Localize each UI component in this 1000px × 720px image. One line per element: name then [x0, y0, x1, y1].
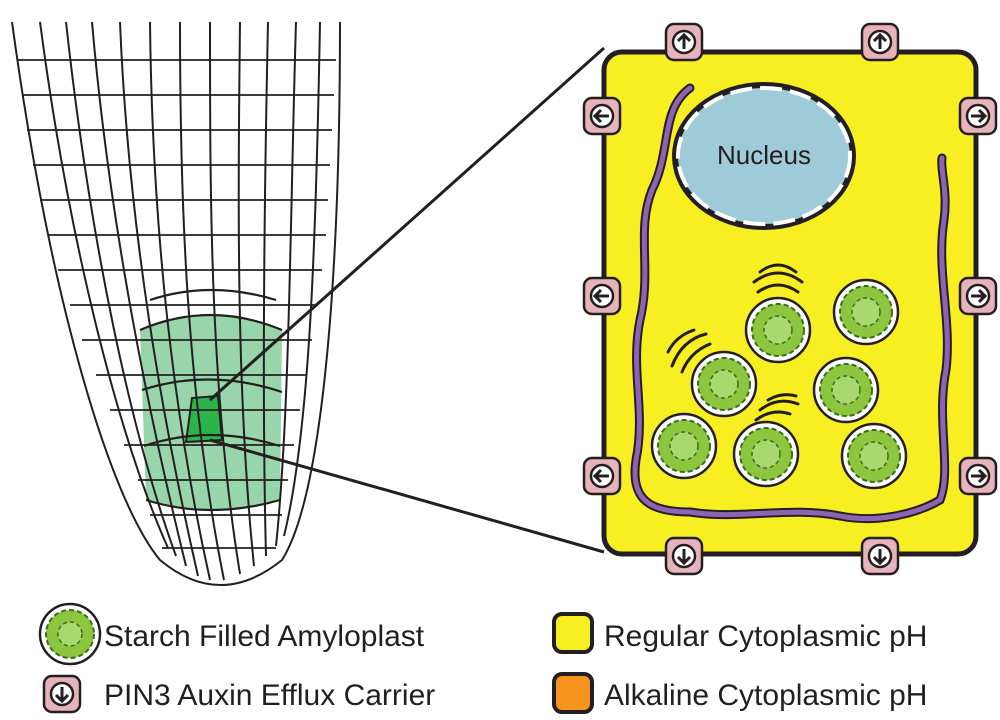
enlarged-statocyte: Nucleus	[582, 22, 998, 576]
root-cell-columns	[39, 21, 321, 581]
amyloplast	[832, 278, 900, 346]
amyloplast-icon	[38, 602, 102, 666]
pin3-carriers	[582, 22, 998, 576]
pin3-carrier-left	[582, 276, 622, 316]
pin3-carrier-right	[958, 456, 998, 496]
amyloplast	[812, 356, 880, 424]
legend-item-pin3: PIN3 Auxin Efflux Carrier	[42, 674, 435, 714]
legend-item-alkaline-ph: Alkaline Cytoplasmic pH	[552, 672, 927, 714]
amyloplast	[732, 420, 800, 488]
alkaline-ph-swatch	[552, 672, 594, 714]
pin3-carrier-right	[958, 276, 998, 316]
regular-ph-swatch	[552, 612, 594, 654]
amyloplast	[690, 350, 758, 418]
root-outline	[11, 21, 341, 586]
pin3-carrier-up	[664, 22, 704, 62]
pin3-carrier-up	[860, 22, 900, 62]
columella-tiers	[139, 288, 283, 512]
amyloplast	[744, 296, 812, 364]
legend-label-alkaline-ph: Alkaline Cytoplasmic pH	[604, 679, 927, 712]
legend-label-pin3: PIN3 Auxin Efflux Carrier	[104, 679, 435, 712]
legend: Starch Filled Amyloplast PIN3 Auxin Effl…	[38, 602, 927, 714]
legend-label-amyloplast: Starch Filled Amyloplast	[104, 620, 425, 653]
pin3-carrier-icon	[42, 674, 82, 714]
amyloplast	[840, 422, 908, 490]
root-cell-rows	[18, 59, 336, 549]
nucleus-label: Nucleus	[717, 140, 811, 170]
amyloplasts	[650, 278, 908, 490]
highlighted-statocyte	[184, 394, 224, 444]
pin3-carrier-down	[860, 536, 900, 576]
legend-item-regular-ph: Regular Cytoplasmic pH	[552, 612, 927, 654]
pin3-carrier-right	[958, 96, 998, 136]
pin3-carrier-down	[664, 536, 704, 576]
pin3-carrier-left	[582, 456, 622, 496]
zoom-connectors	[209, 46, 605, 554]
endoplasmic-reticulum	[630, 83, 952, 524]
pin3-carrier-left	[582, 96, 622, 136]
root-tip	[11, 21, 341, 586]
nucleus: Nucleus	[672, 82, 856, 230]
amyloplast	[650, 412, 718, 480]
sedimentation-motion-lines	[666, 263, 804, 422]
legend-label-regular-ph: Regular Cytoplasmic pH	[604, 620, 927, 653]
legend-item-amyloplast: Starch Filled Amyloplast	[38, 602, 425, 666]
